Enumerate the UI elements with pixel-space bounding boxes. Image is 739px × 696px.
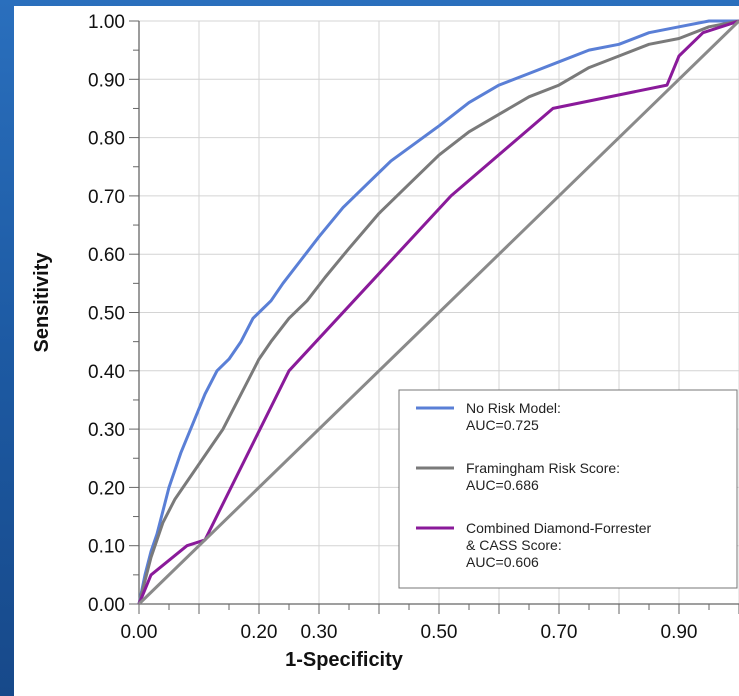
tick-labels: 0.00 0.10 0.20 0.30 0.40 0.50 0.60 0.70 0.80 0.90… bbox=[88, 12, 697, 643]
legend-label: No Risk Model: bbox=[466, 400, 561, 416]
series-line-4 bbox=[137, 19, 739, 606]
y-tick-label: 0.60 bbox=[88, 245, 125, 266]
y-tick-label: 1.00 bbox=[88, 12, 125, 33]
tick-marks bbox=[129, 20, 739, 614]
x-tick-label: 0.30 bbox=[301, 622, 338, 643]
legend: No Risk Model:AUC=0.725 Framingham Risk S… bbox=[398, 389, 738, 589]
x-tick-label: 0.00 bbox=[121, 622, 158, 643]
legend-box bbox=[398, 389, 738, 589]
y-tick-label: 0.80 bbox=[88, 129, 125, 150]
y-tick-label: 0.40 bbox=[88, 362, 125, 383]
legend-label: AUC=0.606 bbox=[466, 554, 539, 570]
series-lines bbox=[137, 19, 739, 606]
y-axis-title: Sensitivity bbox=[31, 252, 53, 353]
y-tick-label: 0.90 bbox=[88, 70, 125, 91]
y-tick-label: 0.50 bbox=[88, 304, 125, 325]
y-tick-label: 0.20 bbox=[88, 478, 125, 499]
series-line-3 bbox=[137, 19, 739, 605]
x-tick-label: 0.70 bbox=[541, 622, 578, 643]
series-line-1 bbox=[137, 19, 739, 605]
legend-label: Combined Diamond-Forrester bbox=[466, 520, 652, 536]
roc-chart: 0.00 0.10 0.20 0.30 0.40 0.50 0.60 0.70 0.80 0.90… bbox=[31, 12, 739, 671]
legend-label: AUC=0.725 bbox=[466, 417, 539, 433]
chart-panel: 0.00 0.10 0.20 0.30 0.40 0.50 0.60 0.70 0.80 0.90… bbox=[14, 6, 739, 696]
legend-label: & CASS Score: bbox=[466, 537, 562, 553]
legend-label: Framingham Risk Score: bbox=[466, 460, 620, 476]
y-tick-label: 0.10 bbox=[88, 537, 125, 558]
y-tick-label: 0.00 bbox=[88, 595, 125, 616]
x-tick-label: 0.20 bbox=[241, 622, 278, 643]
x-tick-label: 0.50 bbox=[421, 622, 458, 643]
x-axis-title: 1-Specificity bbox=[285, 649, 404, 671]
y-tick-label: 0.30 bbox=[88, 420, 125, 441]
legend-label: AUC=0.686 bbox=[466, 477, 539, 493]
y-tick-label: 0.70 bbox=[88, 187, 125, 208]
series-line-2 bbox=[137, 19, 739, 605]
x-tick-label: 0.90 bbox=[661, 622, 698, 643]
